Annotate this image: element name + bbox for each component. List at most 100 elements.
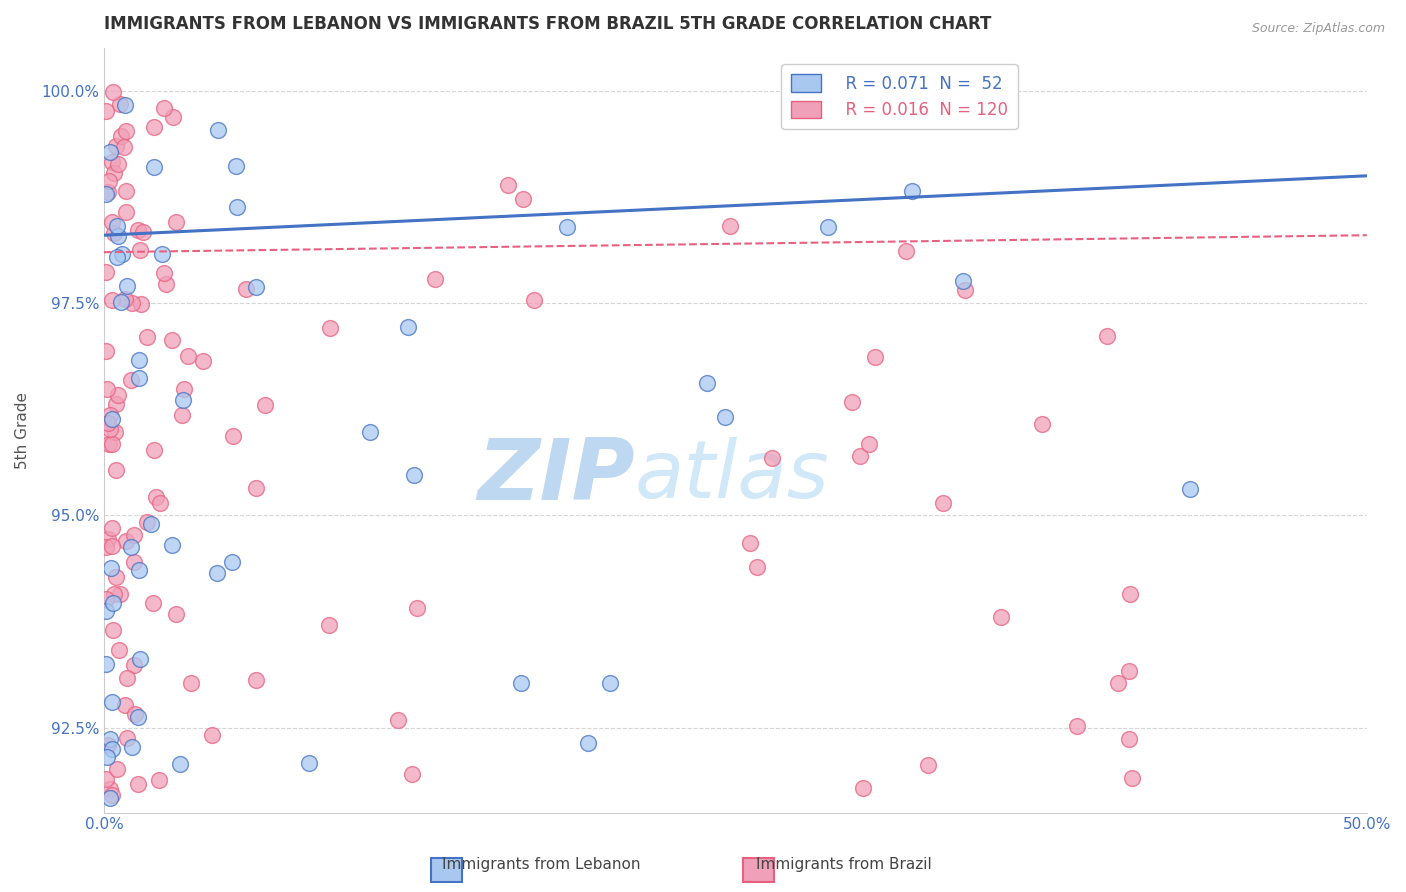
Point <box>114 533 136 548</box>
Point <box>120 373 142 387</box>
Point <box>401 766 423 780</box>
Point <box>150 246 173 260</box>
Point <box>510 675 533 690</box>
Point <box>104 397 127 411</box>
Point <box>152 101 174 115</box>
Point <box>858 437 880 451</box>
Point <box>114 292 136 306</box>
Point <box>128 652 150 666</box>
Text: Source: ZipAtlas.com: Source: ZipAtlas.com <box>1251 22 1385 36</box>
Point <box>143 443 166 458</box>
Point <box>1118 732 1140 747</box>
Point <box>599 676 621 690</box>
Point <box>100 561 122 575</box>
Point <box>107 228 129 243</box>
Point <box>841 395 863 409</box>
Point <box>245 481 267 495</box>
Point <box>201 728 224 742</box>
Point <box>98 408 121 422</box>
Point <box>225 159 247 173</box>
Point <box>747 559 769 574</box>
Point <box>512 192 534 206</box>
Point <box>107 643 129 657</box>
Point <box>110 295 132 310</box>
Point <box>98 790 121 805</box>
Point <box>110 129 132 144</box>
Point <box>115 279 138 293</box>
Point <box>404 467 426 482</box>
Point <box>101 214 124 228</box>
Point <box>96 186 118 201</box>
Point <box>124 658 146 673</box>
Point <box>817 219 839 234</box>
Point <box>117 671 139 685</box>
Point <box>423 272 446 286</box>
Point <box>849 450 872 464</box>
Point <box>101 155 124 169</box>
Point <box>359 425 381 439</box>
Point <box>97 738 120 752</box>
Text: ZIP: ZIP <box>477 434 634 518</box>
Point <box>319 320 342 334</box>
Point <box>801 103 824 117</box>
Point <box>1097 329 1119 343</box>
Point <box>576 736 599 750</box>
Point <box>160 538 183 552</box>
Point <box>96 532 118 546</box>
Point <box>169 756 191 771</box>
Point <box>863 350 886 364</box>
Point <box>96 540 118 554</box>
Point <box>128 563 150 577</box>
Point <box>901 184 924 198</box>
Point <box>104 425 127 439</box>
Text: Immigrants from Lebanon: Immigrants from Lebanon <box>441 857 641 872</box>
Point <box>101 437 124 451</box>
Point <box>96 592 118 607</box>
Point <box>96 772 118 787</box>
Point <box>127 710 149 724</box>
Point <box>100 539 122 553</box>
Point <box>235 282 257 296</box>
Point <box>128 370 150 384</box>
Point <box>101 788 124 802</box>
Point <box>387 713 409 727</box>
Point <box>496 178 519 192</box>
Text: atlas: atlas <box>634 437 830 516</box>
Point <box>160 333 183 347</box>
Point <box>128 244 150 258</box>
Point <box>98 781 121 796</box>
Point <box>124 707 146 722</box>
Text: IMMIGRANTS FROM LEBANON VS IMMIGRANTS FROM BRAZIL 5TH GRADE CORRELATION CHART: IMMIGRANTS FROM LEBANON VS IMMIGRANTS FR… <box>104 15 991 33</box>
Point <box>96 750 118 764</box>
Point <box>1118 664 1140 678</box>
Point <box>105 250 128 264</box>
Point <box>718 219 741 234</box>
Point <box>103 226 125 240</box>
Point <box>114 184 136 198</box>
Point <box>894 244 917 259</box>
Point <box>953 283 976 297</box>
Point <box>132 225 155 239</box>
Point <box>162 110 184 124</box>
Point <box>104 463 127 477</box>
Point <box>129 296 152 310</box>
Point <box>108 97 131 112</box>
Point <box>245 279 267 293</box>
Point <box>1121 771 1143 785</box>
Point <box>142 120 165 135</box>
Point <box>149 496 172 510</box>
Point <box>245 673 267 687</box>
Legend:   R = 0.071  N =  52,   R = 0.016  N = 120: R = 0.071 N = 52, R = 0.016 N = 120 <box>782 64 1018 129</box>
Point <box>761 450 783 465</box>
Point <box>207 123 229 137</box>
Point <box>100 521 122 535</box>
Point <box>96 343 118 358</box>
Point <box>165 214 187 228</box>
Point <box>135 515 157 529</box>
Point <box>97 173 120 187</box>
Point <box>96 265 118 279</box>
Point <box>297 756 319 770</box>
Point <box>165 607 187 622</box>
Point <box>124 528 146 542</box>
Point <box>96 657 118 671</box>
